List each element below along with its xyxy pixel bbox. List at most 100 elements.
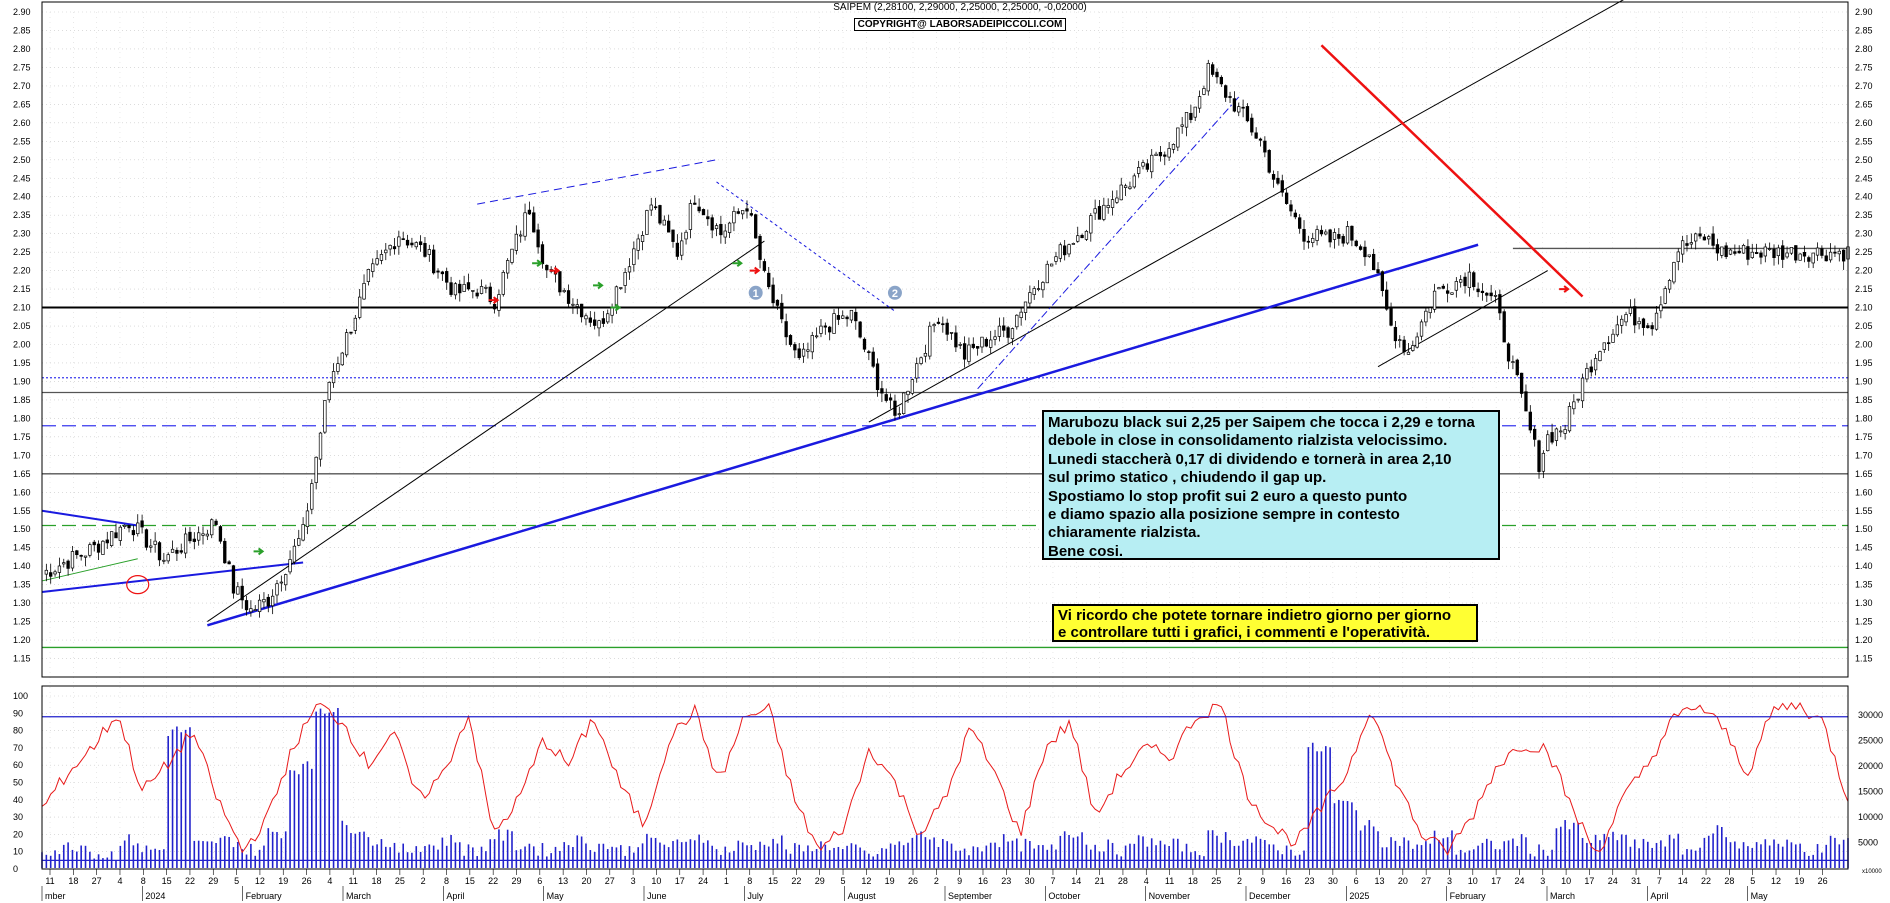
price-tick-label-right: 2.35 (1855, 210, 1873, 220)
candle-body (157, 542, 162, 561)
candle-body (53, 571, 57, 575)
x-day-label: 14 (1678, 876, 1688, 886)
x-day-label: 12 (255, 876, 265, 886)
candle-body (210, 519, 214, 536)
signal-arrow (593, 281, 604, 290)
x-day-label: 2 (1237, 876, 1242, 886)
price-tick-label-right: 2.20 (1855, 266, 1873, 276)
price-tick-label-right: 1.35 (1855, 580, 1873, 590)
trendline (716, 181, 896, 312)
price-tick-label-left: 2.10 (13, 303, 31, 313)
candle-body (301, 524, 305, 541)
candle-body (732, 211, 736, 224)
candle-body (1398, 339, 1402, 341)
price-tick-label-left: 1.85 (13, 395, 31, 405)
candle-body (1824, 255, 1828, 262)
trendline (207, 240, 765, 622)
x-day-label: 8 (141, 876, 146, 886)
candle-body (1737, 250, 1741, 254)
candle-body (1123, 185, 1128, 188)
candle-body (1102, 204, 1106, 220)
candle-body (1036, 288, 1041, 290)
trendline (41, 558, 138, 582)
candle-body (1750, 251, 1754, 258)
candle-body (1528, 411, 1532, 431)
candle-body (1615, 324, 1620, 336)
candle-body (540, 244, 545, 265)
candle-body (823, 325, 827, 328)
price-tick-label-left: 2.90 (13, 7, 31, 17)
candle-body (1659, 304, 1663, 312)
candle-body (1115, 197, 1119, 203)
volume-tick-label: 15000 (1858, 787, 1883, 797)
candle-body (445, 271, 449, 283)
price-tick-label-right: 2.90 (1855, 7, 1873, 17)
candle-body (183, 533, 188, 554)
candle-body (1445, 290, 1450, 294)
x-day-label: 30 (1025, 876, 1035, 886)
candle-body (941, 323, 945, 326)
candle-body (1437, 287, 1441, 290)
x-day-label: 3 (1447, 876, 1452, 886)
candle-body (984, 338, 988, 347)
osc-tick-label: 30 (13, 812, 23, 822)
candle-body (836, 315, 841, 320)
candle-body (83, 555, 88, 558)
candle-body (1759, 252, 1763, 258)
x-day-label: 28 (1118, 876, 1128, 886)
candle-body (740, 210, 745, 215)
candle-body (897, 413, 901, 416)
candle-body (1589, 366, 1593, 373)
x-day-label: 9 (1260, 876, 1265, 886)
candle-body (1023, 301, 1028, 313)
candle-body (231, 565, 236, 594)
candle-body (1010, 328, 1015, 340)
candle-body (697, 206, 701, 212)
candle-body (318, 432, 323, 460)
candle-body (1224, 85, 1228, 98)
candle-body (153, 540, 157, 545)
candle-body (1620, 318, 1624, 326)
price-tick-label-right: 2.75 (1855, 62, 1873, 72)
candle-body (214, 520, 218, 525)
candle-body (1063, 245, 1067, 256)
candle-body (1071, 243, 1076, 245)
x-day-label: 14 (1071, 876, 1081, 886)
candle-body (814, 335, 819, 338)
candle-body (497, 294, 501, 311)
candle-body (1533, 428, 1537, 440)
candle-body (1419, 321, 1424, 337)
candle-body (1606, 342, 1611, 344)
candle-body (993, 336, 997, 340)
candle-body (619, 287, 623, 289)
candle-body (179, 550, 183, 553)
candle-body (331, 371, 336, 384)
candle-body (1554, 428, 1559, 441)
x-month-label: December (1249, 891, 1291, 901)
price-tick-label-left: 2.80 (13, 44, 31, 54)
x-day-label: 17 (1584, 876, 1594, 886)
candle-body (1302, 228, 1306, 242)
candle-body (1015, 314, 1019, 328)
x-day-label: 29 (208, 876, 218, 886)
candle-body (1794, 245, 1798, 261)
candle-body (1654, 312, 1659, 330)
candle-body (1119, 184, 1123, 201)
price-tick-label-left: 1.95 (13, 358, 31, 368)
copyright-label: COPYRIGHT@ LABORSADEIPICCOLI.COM (853, 18, 1067, 31)
candle-body (236, 586, 240, 595)
candle-body (1284, 192, 1289, 204)
candle-body (519, 234, 523, 237)
price-tick-label-left: 1.90 (13, 376, 31, 386)
x-month-label: June (647, 891, 667, 901)
candle-body (466, 282, 471, 290)
comment-line: sul primo statico , chiudendo il gap up. (1048, 469, 1327, 487)
candle-body (1663, 288, 1667, 304)
price-tick-label-left: 2.00 (13, 340, 31, 350)
volume-tick-label: 25000 (1858, 736, 1883, 746)
price-tick-label-left: 2.75 (13, 62, 31, 72)
candle-body (975, 346, 980, 349)
price-tick-label-left: 2.65 (13, 99, 31, 109)
candle-body (1319, 229, 1324, 235)
price-tick-label-left: 2.25 (13, 247, 31, 257)
